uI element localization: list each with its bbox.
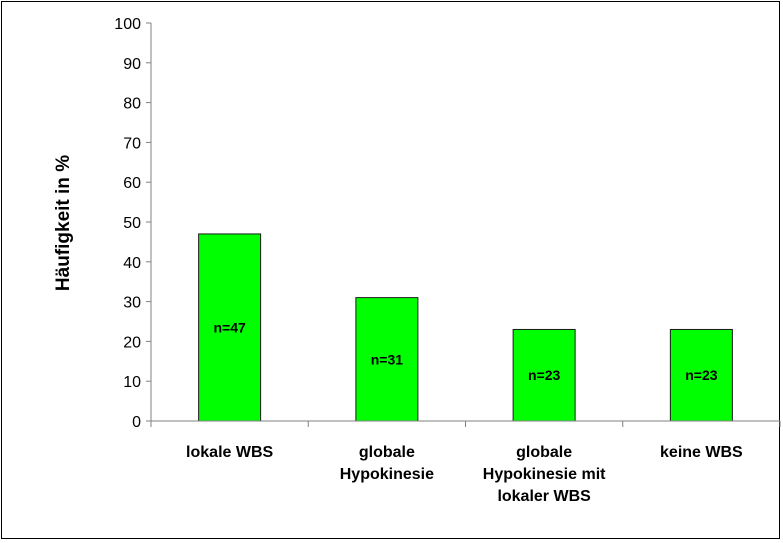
y-axis-ticks: 0 10 20 30 40 50 60 70 80 90 100	[114, 16, 151, 431]
y-tick-label: 50	[123, 215, 141, 232]
bar	[512, 328, 576, 422]
bar	[198, 233, 262, 422]
y-tick-label: 90	[123, 56, 141, 73]
bar	[669, 328, 733, 422]
y-tick-label: 0	[132, 414, 141, 431]
axes	[150, 23, 781, 427]
bar	[355, 297, 419, 422]
y-tick-label: 40	[123, 255, 141, 272]
x-category-label: lokaler WBS	[497, 488, 591, 505]
bar-data-label: n=31	[371, 351, 404, 367]
y-axis-title: Häufigkeit in %	[53, 155, 74, 291]
y-tick-label: 60	[123, 175, 141, 192]
y-tick-label: 80	[123, 96, 141, 113]
bar-data-label: n=23	[528, 367, 561, 383]
x-category-label: globale	[516, 444, 572, 461]
y-tick-label: 30	[123, 295, 141, 312]
y-tick-label: 70	[123, 135, 141, 152]
x-category-label: lokale WBS	[186, 444, 273, 461]
x-axis-labels: lokale WBS globale Hypokinesie globale Hypok…	[186, 444, 743, 505]
y-tick-label: 20	[123, 334, 141, 351]
x-category-label: Hypokinesie mit	[483, 466, 606, 483]
y-axis-title-group: Häufigkeit in %	[53, 155, 74, 291]
bars: n=47 n=31 n=23 n=23	[198, 233, 733, 422]
x-category-label: keine WBS	[660, 444, 743, 461]
x-category-label: globale	[359, 444, 415, 461]
bar-data-label: n=23	[685, 367, 718, 383]
bar-data-label: n=47	[213, 319, 246, 335]
y-tick-label: 10	[123, 374, 141, 391]
x-category-label: Hypokinesie	[340, 466, 434, 483]
y-tick-label: 100	[114, 16, 141, 33]
